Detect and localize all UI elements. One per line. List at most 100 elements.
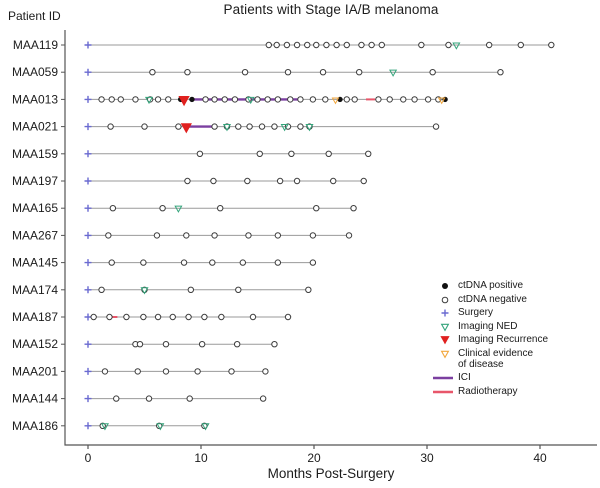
ctdna-negative-marker — [159, 205, 166, 212]
ctdna-negative-marker — [256, 150, 263, 158]
ctdna-negative-marker — [108, 96, 115, 103]
ctdna-negative-marker — [309, 96, 317, 103]
ctdna-negative-marker — [117, 96, 124, 103]
ctdna-negative-marker — [136, 341, 144, 348]
patient-id-label: MAA152 — [12, 337, 58, 351]
patient-id-label: MAA165 — [12, 201, 58, 215]
ctdna-negative-marker — [343, 96, 350, 103]
ctdna-negative-marker — [175, 123, 182, 130]
ctdna-negative-marker — [239, 259, 247, 266]
ctdna-negative-marker — [196, 150, 204, 158]
patient-id-label: MAA159 — [12, 147, 58, 161]
legend-label: Radiotherapy — [458, 385, 518, 397]
ctdna-negative-marker — [287, 96, 294, 103]
imaging-ned-marker — [389, 69, 398, 77]
ctdna-negative-marker — [185, 313, 192, 321]
clinical-evidence-marker — [437, 97, 446, 105]
ctdna-negative-marker — [134, 368, 141, 375]
ctdna-negative-marker — [228, 368, 235, 375]
ctdna-negative-marker — [235, 286, 242, 293]
ctdna-negative-marker — [246, 123, 253, 130]
ctdna-negative-marker — [351, 96, 358, 103]
legend-item: Radiotherapy — [431, 386, 548, 398]
ctdna-negative-marker — [259, 395, 267, 402]
ctdna-negative-marker — [217, 205, 224, 212]
ctdna-negative-marker — [132, 96, 139, 103]
ctdna-negative-marker — [418, 41, 425, 49]
ctdna-negative-marker — [313, 205, 320, 212]
ctdna-negative-marker — [254, 96, 261, 103]
ctdna-negative-marker — [350, 205, 357, 212]
legend-label: Imaging Recurrence — [458, 334, 549, 345]
ctdna-negative-marker — [183, 232, 190, 239]
imaging-recurrence-marker — [178, 96, 190, 107]
y-axis-title: Patient ID — [8, 9, 61, 23]
ctdna-negative-marker — [169, 313, 176, 321]
ctdna-negative-marker — [375, 96, 382, 103]
surgery-marker — [84, 150, 92, 158]
ctdna-negative-marker — [297, 123, 304, 130]
ctdna-negative-marker — [106, 313, 113, 321]
ctdna-negative-marker — [293, 41, 301, 49]
ctdna-negative-marker — [184, 69, 191, 76]
clinical-evidence-marker — [331, 97, 340, 105]
legend-label: Imaging NED — [458, 320, 518, 332]
ctdna-negative-marker — [149, 69, 156, 76]
surgery-marker — [84, 367, 92, 375]
patient-id-label: MAA174 — [12, 283, 58, 297]
ctdna-negative-marker — [140, 313, 147, 321]
patient-id-label: MAA119 — [13, 38, 58, 52]
open-triangle-down-icon — [440, 323, 450, 332]
surgery-marker — [84, 231, 92, 239]
ctdna-negative-marker — [264, 96, 271, 103]
surgery-marker — [84, 340, 92, 348]
ctdna-negative-marker — [548, 41, 555, 49]
ctdna-negative-marker — [432, 123, 440, 130]
legend-item: Surgery — [431, 307, 548, 319]
ctdna-negative-marker — [187, 286, 195, 293]
ctdna-negative-marker — [378, 41, 385, 49]
plus-icon — [441, 309, 449, 317]
ctdna-negative-marker — [313, 41, 320, 49]
ctdna-negative-marker — [109, 205, 117, 212]
legend-item: Imaging NED — [431, 321, 548, 333]
ctdna-negative-marker — [141, 123, 148, 130]
ctdna-negative-marker — [145, 395, 153, 402]
ctdna-negative-marker — [343, 41, 350, 49]
ctdna-negative-marker — [356, 69, 363, 76]
ctdna-negative-marker — [211, 232, 218, 239]
ctdna-negative-marker — [429, 69, 436, 76]
ctdna-negative-marker — [241, 69, 249, 76]
ctdna-negative-marker — [154, 313, 162, 321]
ctdna-negative-marker — [218, 313, 225, 321]
imaging-ned-marker — [305, 124, 314, 132]
ctdna-negative-marker — [105, 232, 112, 239]
ctdna-negative-marker — [211, 96, 218, 103]
legend-label: ctDNA negative — [458, 293, 527, 305]
open-circle-icon — [441, 296, 449, 303]
imaging-ned-marker — [174, 205, 183, 213]
ctdna-negative-marker — [323, 41, 330, 49]
filled-triangle-down-icon — [440, 336, 450, 345]
ctdna-negative-marker — [221, 96, 228, 103]
ctdna-negative-marker — [211, 123, 218, 130]
ctdna-negative-marker — [165, 96, 172, 103]
patient-id-label: MAA059 — [12, 65, 58, 79]
surgery-marker — [84, 395, 92, 403]
ctdna-negative-marker — [271, 123, 278, 130]
patient-id-label: MAA201 — [12, 364, 58, 378]
ctdna-negative-marker — [304, 41, 311, 49]
legend-item: ctDNA negative — [431, 294, 548, 306]
patient-id-label: MAA144 — [12, 392, 58, 406]
ctdna-negative-marker — [283, 41, 291, 49]
ctdna-negative-marker — [245, 232, 252, 239]
imaging-recurrence-marker — [180, 123, 192, 134]
ctdna-negative-marker — [140, 259, 147, 266]
x-tick-label: 20 — [307, 451, 321, 465]
ctdna-negative-marker — [284, 69, 292, 76]
ctdna-negative-marker — [271, 341, 278, 348]
surgery-marker — [84, 68, 92, 76]
surgery-marker — [84, 95, 92, 103]
ctdna-negative-marker — [411, 96, 418, 103]
ctdna-negative-marker — [162, 368, 170, 375]
